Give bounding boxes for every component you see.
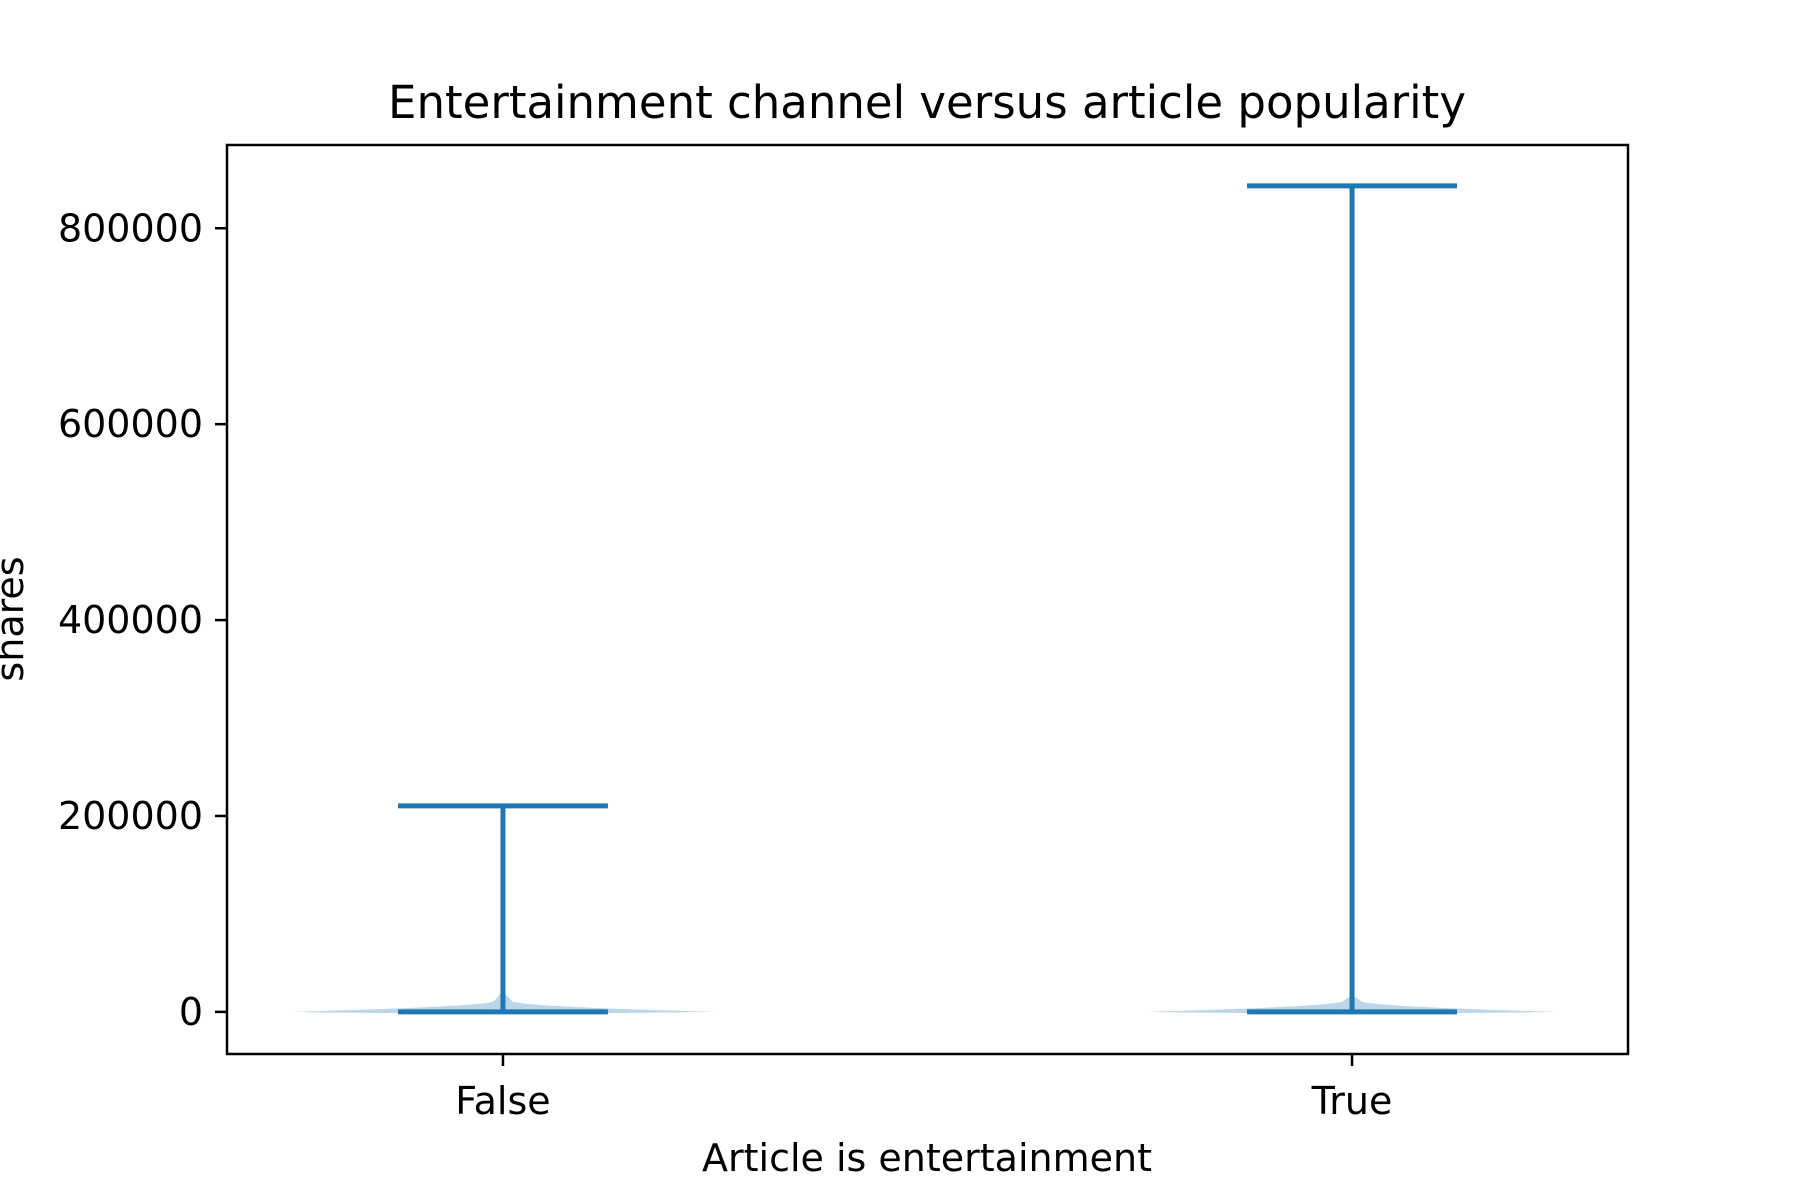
x-axis-label: Article is entertainment — [702, 1136, 1152, 1180]
plot-content — [292, 183, 1558, 1015]
y-tick-label: 200000 — [58, 794, 203, 838]
y-tick-label: 800000 — [58, 206, 203, 250]
x-tick-label: True — [1311, 1079, 1393, 1123]
y-axis: 0 200000 400000 600000 800000 — [58, 206, 227, 1034]
plot-frame — [225, 143, 1630, 1056]
chart-title: Entertainment channel versus article pop… — [388, 76, 1466, 129]
y-tick-label: 0 — [179, 990, 203, 1034]
x-axis: False True — [455, 1054, 1392, 1123]
x-tick-label: False — [455, 1079, 550, 1123]
y-tick-label: 600000 — [58, 402, 203, 446]
y-tick-label: 400000 — [58, 598, 203, 642]
y-axis-label: shares — [0, 556, 32, 681]
